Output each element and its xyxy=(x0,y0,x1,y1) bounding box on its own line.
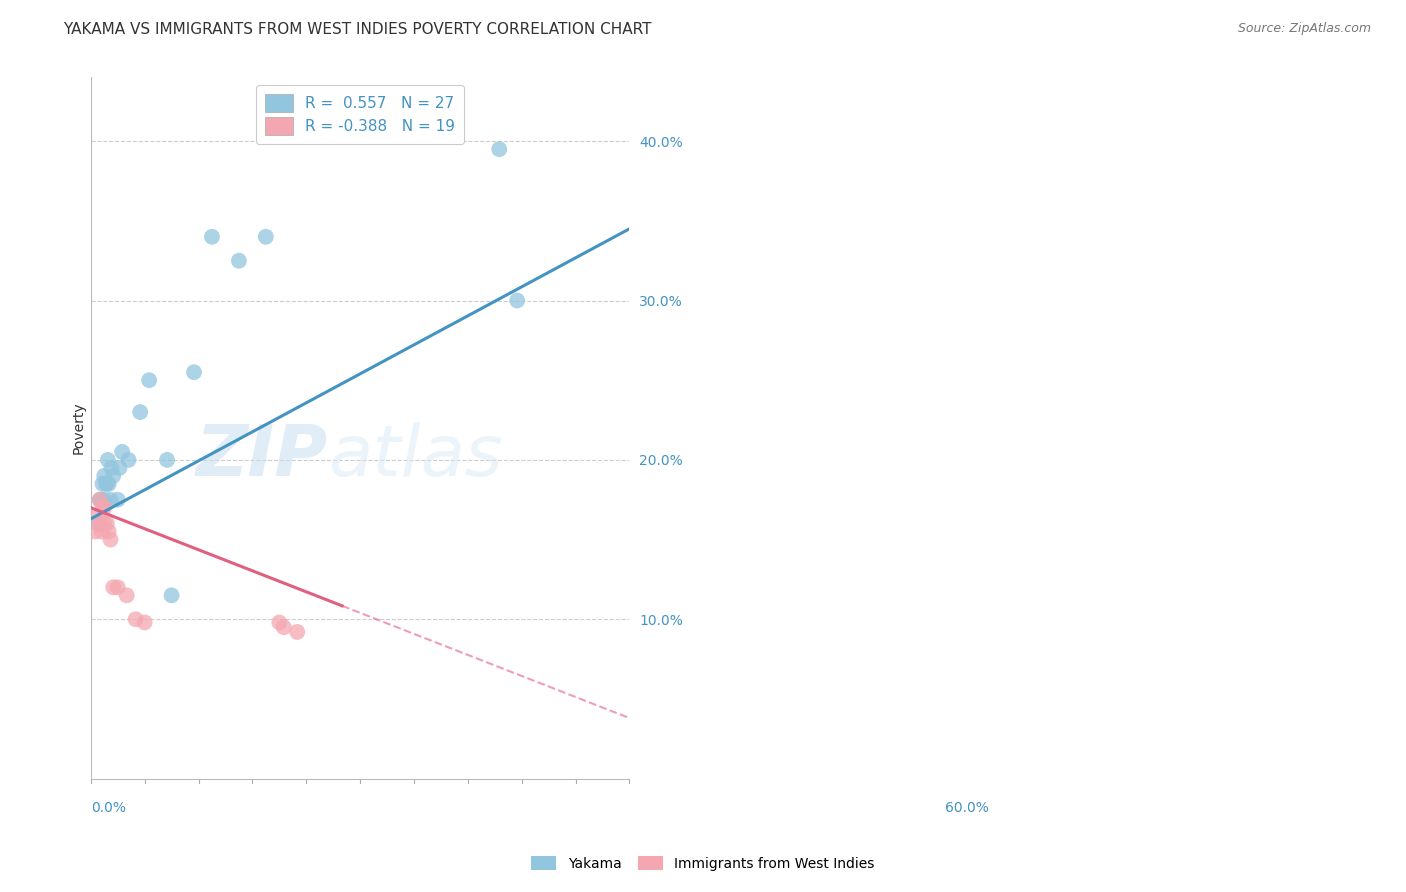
Point xyxy=(97,524,120,539)
Point xyxy=(506,293,529,308)
Text: ZIP: ZIP xyxy=(195,422,328,491)
Point xyxy=(273,620,295,634)
Text: YAKAMA VS IMMIGRANTS FROM WEST INDIES POVERTY CORRELATION CHART: YAKAMA VS IMMIGRANTS FROM WEST INDIES PO… xyxy=(63,22,652,37)
Text: 0.0%: 0.0% xyxy=(91,801,125,815)
Point xyxy=(93,516,115,531)
Point xyxy=(89,492,111,507)
Point xyxy=(93,492,115,507)
Point xyxy=(87,508,110,523)
Point xyxy=(156,453,179,467)
Point xyxy=(90,492,112,507)
Point xyxy=(91,500,114,515)
Point xyxy=(254,229,277,244)
Point xyxy=(488,142,510,156)
Point xyxy=(138,373,160,387)
Point xyxy=(107,492,129,507)
Point xyxy=(100,533,122,547)
Text: 60.0%: 60.0% xyxy=(945,801,988,815)
Point xyxy=(103,468,125,483)
Point xyxy=(91,476,114,491)
Point xyxy=(134,615,156,630)
Point xyxy=(96,476,118,491)
Point xyxy=(90,524,112,539)
Point xyxy=(96,516,118,531)
Point xyxy=(100,492,122,507)
Point xyxy=(269,615,291,630)
Point xyxy=(100,460,122,475)
Point xyxy=(111,445,134,459)
Point xyxy=(84,524,107,539)
Point xyxy=(93,500,115,515)
Point xyxy=(108,460,131,475)
Legend: R =  0.557   N = 27, R = -0.388   N = 19: R = 0.557 N = 27, R = -0.388 N = 19 xyxy=(256,85,464,144)
Point xyxy=(93,468,115,483)
Point xyxy=(129,405,152,419)
Text: Source: ZipAtlas.com: Source: ZipAtlas.com xyxy=(1237,22,1371,36)
Point xyxy=(183,365,205,379)
Point xyxy=(97,476,120,491)
Legend: Yakama, Immigrants from West Indies: Yakama, Immigrants from West Indies xyxy=(526,850,880,876)
Point xyxy=(160,588,183,602)
Point xyxy=(103,580,125,594)
Point xyxy=(285,624,308,639)
Point xyxy=(89,516,111,531)
Point xyxy=(107,580,129,594)
Point xyxy=(228,253,250,268)
Point xyxy=(89,492,111,507)
Point xyxy=(115,588,138,602)
Point xyxy=(97,453,120,467)
Point xyxy=(87,516,110,531)
Point xyxy=(94,476,117,491)
Text: atlas: atlas xyxy=(328,422,502,491)
Point xyxy=(201,229,224,244)
Point xyxy=(125,612,148,626)
Y-axis label: Poverty: Poverty xyxy=(72,401,86,454)
Point xyxy=(117,453,139,467)
